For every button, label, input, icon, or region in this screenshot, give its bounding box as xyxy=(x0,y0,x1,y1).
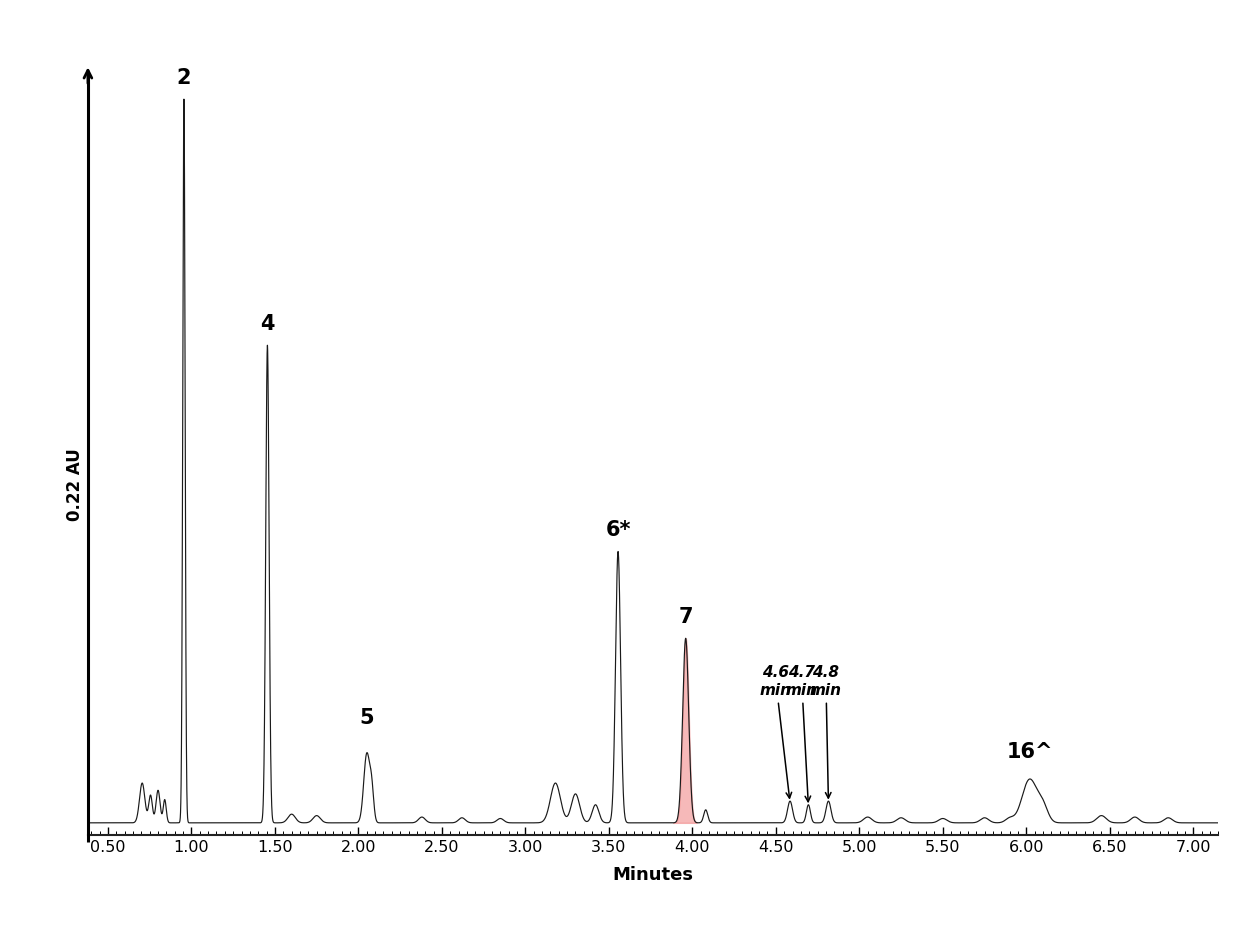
Text: 6*: 6* xyxy=(605,520,631,540)
X-axis label: Minutes: Minutes xyxy=(613,866,693,885)
Text: 4.6
min: 4.6 min xyxy=(760,666,791,798)
Text: 4: 4 xyxy=(260,314,275,334)
Text: 0.22 AU: 0.22 AU xyxy=(65,447,84,521)
Text: 2: 2 xyxy=(177,68,191,87)
Text: 7: 7 xyxy=(678,606,693,627)
Text: 16^: 16^ xyxy=(1006,742,1053,762)
Text: 4.8
min: 4.8 min xyxy=(810,666,842,798)
Text: 4.7
min: 4.7 min xyxy=(786,666,818,802)
Text: 5: 5 xyxy=(359,708,374,729)
